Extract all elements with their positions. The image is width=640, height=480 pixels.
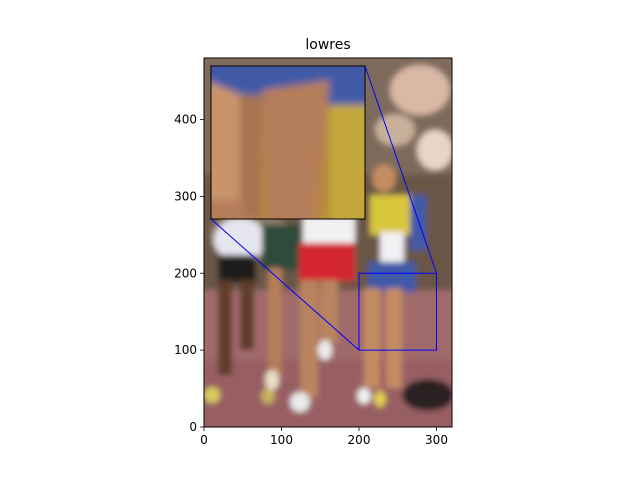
y-tick-label: 0 <box>189 420 197 434</box>
connector-line <box>364 65 437 274</box>
x-tick-label: 300 <box>425 433 448 447</box>
inset-frame <box>210 65 366 220</box>
chart-title: lowres <box>305 37 350 53</box>
x-tick-label: 100 <box>270 433 293 447</box>
connector-line <box>210 218 360 351</box>
y-tick-label: 400 <box>174 113 197 127</box>
x-axis: 0 100 200 300 <box>200 427 448 447</box>
x-tick-label: 0 <box>200 433 208 447</box>
y-axis: 0 100 200 300 400 <box>174 113 204 434</box>
y-tick-label: 100 <box>174 343 197 357</box>
zoom-indicator <box>210 65 437 351</box>
zoom-region-box <box>358 272 437 351</box>
inset-image <box>211 66 365 219</box>
x-tick-label: 200 <box>348 433 371 447</box>
y-tick-label: 200 <box>174 266 197 280</box>
y-tick-label: 300 <box>174 189 197 203</box>
axes-frame <box>203 57 453 428</box>
